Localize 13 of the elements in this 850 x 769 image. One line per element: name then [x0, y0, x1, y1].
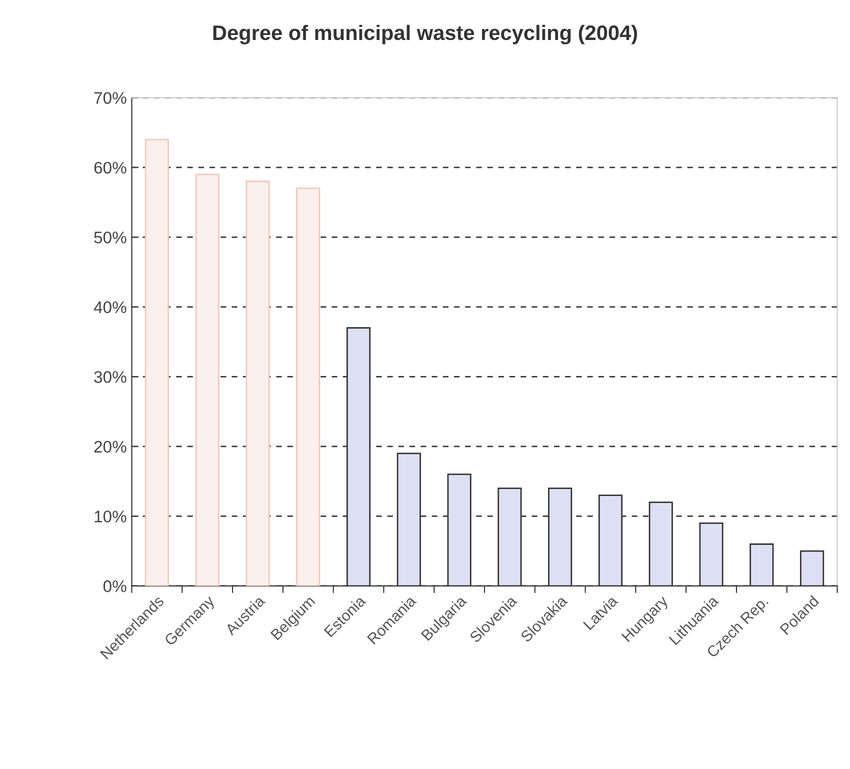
bar [246, 180, 270, 586]
chart-title: Degree of municipal waste recycling (2004) [213, 24, 638, 44]
y-tick-label: 30% [94, 371, 126, 383]
bar [195, 174, 220, 586]
bar [144, 138, 169, 586]
y-tick-label: 10% [94, 510, 126, 522]
bar [296, 188, 320, 586]
y-tick-label: 0% [103, 580, 126, 592]
y-tick-label: 40% [94, 301, 126, 314]
y-tick-label: 60% [94, 162, 126, 174]
y-tick-label: 50% [94, 232, 126, 244]
y-tick-label: 70% [94, 92, 126, 104]
y-tick-label: 20% [94, 440, 126, 453]
